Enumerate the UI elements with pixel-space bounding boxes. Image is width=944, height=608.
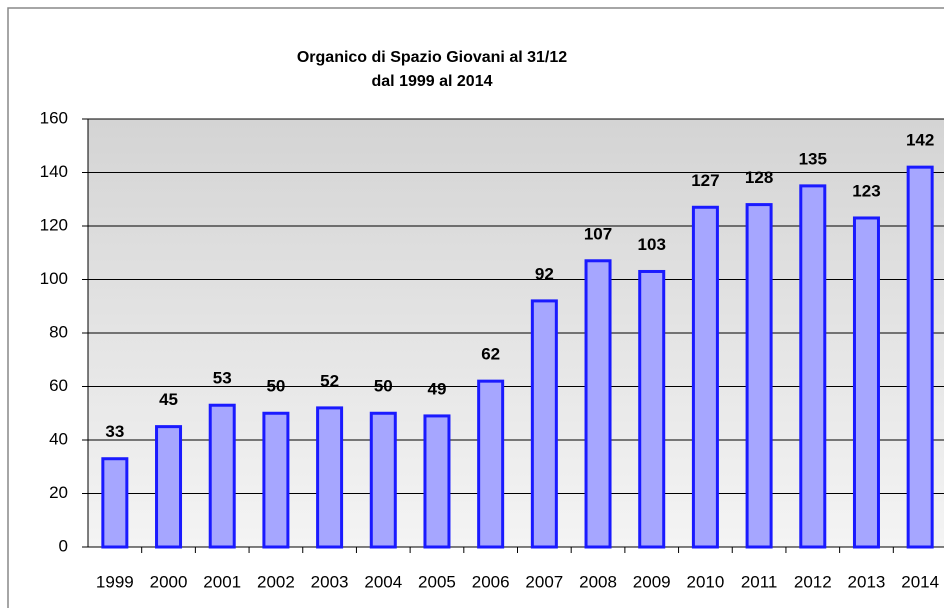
chart-title: Organico di Spazio Giovani al 31/12 [297, 49, 567, 66]
bar [262, 411, 290, 549]
x-tick-label: 2008 [579, 572, 617, 591]
data-label: 142 [906, 131, 934, 150]
y-tick-label: 20 [49, 483, 68, 502]
data-label: 92 [535, 264, 554, 283]
y-tick-label: 140 [40, 162, 68, 181]
data-label: 128 [745, 168, 773, 187]
y-tick-label: 60 [49, 376, 68, 395]
data-label: 50 [266, 377, 285, 396]
data-label: 127 [691, 171, 719, 190]
x-tick-label: 2007 [525, 572, 563, 591]
y-tick-label: 160 [40, 108, 68, 127]
bar [477, 379, 505, 549]
data-label: 53 [213, 369, 232, 388]
data-label: 50 [374, 377, 393, 396]
x-tick-label: 2006 [472, 572, 510, 591]
x-tick-label: 2003 [311, 572, 349, 591]
data-label: 103 [638, 235, 666, 254]
bar [745, 203, 773, 549]
data-label: 33 [105, 422, 124, 441]
x-tick-label: 2004 [364, 572, 402, 591]
bar [208, 403, 236, 549]
y-tick-label: 40 [49, 429, 68, 448]
y-tick-label: 120 [40, 215, 68, 234]
bar [369, 411, 397, 549]
y-tick-label: 100 [40, 269, 68, 288]
data-label: 62 [481, 345, 500, 364]
x-tick-label: 1999 [96, 572, 134, 591]
bar [906, 165, 934, 549]
bar [101, 457, 129, 549]
data-label: 45 [159, 390, 178, 409]
x-tick-label: 2010 [686, 572, 724, 591]
x-tick-label: 2009 [633, 572, 671, 591]
bar [638, 269, 666, 549]
bar [530, 299, 558, 549]
data-label: 107 [584, 224, 612, 243]
data-label: 52 [320, 371, 339, 390]
data-label: 135 [799, 149, 827, 168]
x-tick-label: 2014 [901, 572, 939, 591]
chart-subtitle: dal 1999 al 2014 [372, 73, 493, 90]
bar [584, 259, 612, 549]
x-tick-label: 2002 [257, 572, 295, 591]
bar [799, 184, 827, 549]
y-tick-label: 0 [59, 536, 68, 555]
bar [423, 414, 451, 549]
x-tick-label: 2013 [848, 572, 886, 591]
x-tick-label: 2000 [150, 572, 188, 591]
bar [852, 216, 880, 549]
x-tick-label: 2012 [794, 572, 832, 591]
x-tick-label: 2011 [741, 572, 778, 591]
x-tick-label: 2005 [418, 572, 456, 591]
bar [691, 205, 719, 549]
bar [155, 425, 183, 549]
y-tick-label: 80 [49, 322, 68, 341]
data-label: 49 [428, 379, 447, 398]
bar [316, 406, 344, 549]
x-tick-label: 2001 [203, 572, 241, 591]
data-label: 123 [852, 181, 880, 200]
